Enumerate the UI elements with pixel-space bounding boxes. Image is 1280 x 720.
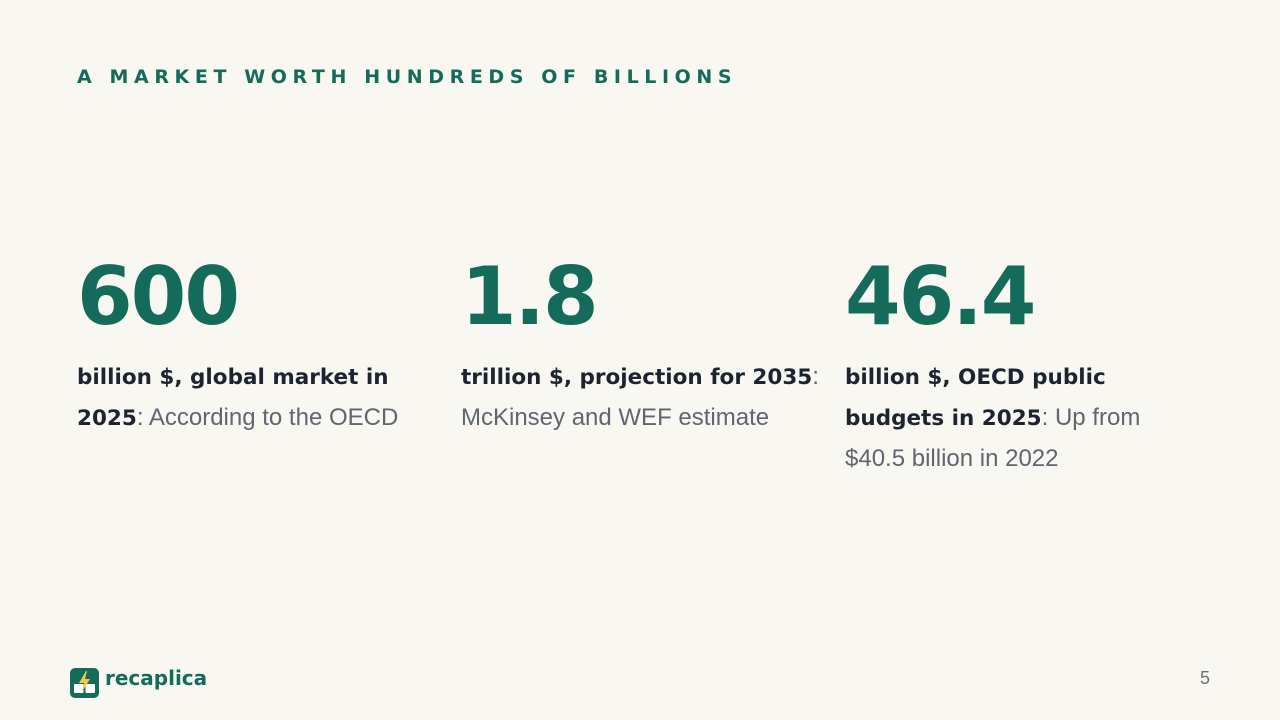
stat-projection-2035: 1.8 trillion $, projection for 2035: McK… bbox=[461, 252, 821, 438]
stat-number: 1.8 bbox=[461, 250, 599, 343]
stat-description: billion $, global market in 2025: Accord… bbox=[77, 357, 437, 439]
stat-description: trillion $, projection for 2035: McKinse… bbox=[461, 357, 821, 438]
stat-market-2025: 600 billion $, global market in 2025: Ac… bbox=[77, 252, 437, 439]
brand-logo: recaplica bbox=[70, 666, 208, 698]
stat-oecd-budgets: 46.4 billion $, OECD public budgets in 2… bbox=[845, 252, 1205, 479]
page-number: 5 bbox=[1199, 668, 1210, 688]
stat-description-source: : McKinsey and WEF estimate bbox=[461, 363, 819, 431]
stat-description-bold: billion $, OECD public budgets in 2025 bbox=[845, 365, 1106, 431]
stat-description-source: : Up from $40.5 billion in 2022 bbox=[845, 404, 1141, 472]
stat-number: 600 bbox=[77, 250, 240, 343]
stat-description-bold: trillion $, projection for 2035 bbox=[461, 365, 813, 390]
recaplica-logo-icon bbox=[70, 668, 99, 698]
slide-title: A MARKET WORTH HUNDREDS OF BILLIONS bbox=[77, 66, 738, 88]
stat-description-bold: billion $, global market in 2025 bbox=[77, 365, 389, 431]
brand-name: recaplica bbox=[105, 666, 208, 690]
stat-number: 46.4 bbox=[845, 250, 1036, 343]
stat-description-source: : According to the OECD bbox=[136, 404, 399, 431]
stat-description: billion $, OECD public budgets in 2025: … bbox=[845, 357, 1205, 479]
